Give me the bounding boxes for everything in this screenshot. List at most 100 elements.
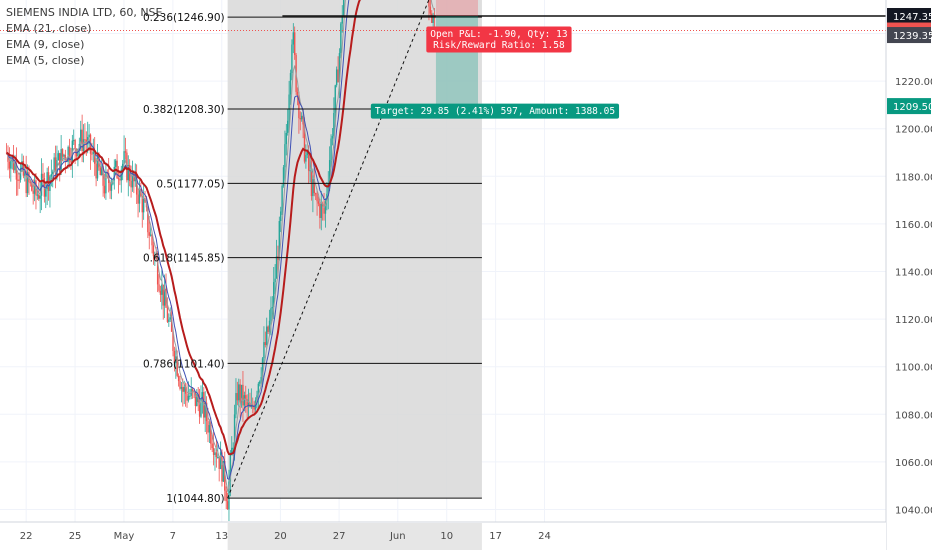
candle (186, 383, 188, 408)
candle-body (19, 168, 22, 180)
candle-body (119, 179, 121, 181)
candle (320, 190, 322, 231)
candle-body (101, 166, 103, 176)
candle (158, 274, 160, 293)
candle-body (313, 179, 315, 194)
candle-body (33, 180, 36, 194)
price-badge-label: 1239.35 (893, 31, 932, 42)
candle-body (303, 124, 306, 162)
candle-body (240, 384, 243, 403)
candle (324, 198, 327, 228)
candle (316, 188, 318, 216)
candle (96, 144, 99, 182)
candle-body (29, 182, 32, 184)
candle-body (180, 387, 183, 389)
candle (288, 80, 290, 132)
candle (274, 264, 276, 295)
fib-level-label: 0.5(1177.05) (156, 178, 224, 190)
candle-body (340, 23, 342, 54)
candle-body (312, 179, 314, 197)
candle (267, 325, 269, 334)
candle (238, 378, 240, 407)
candle (154, 251, 156, 266)
candle (215, 440, 218, 468)
candle-body (221, 452, 223, 482)
candle-body (302, 115, 304, 125)
candle (341, 5, 343, 33)
candle (182, 378, 184, 407)
candle-body (15, 163, 18, 180)
candle-body (306, 152, 308, 156)
candle-body (172, 331, 174, 351)
candle (319, 198, 321, 229)
candle-body (114, 160, 117, 167)
candle-body (214, 452, 216, 455)
candle-body (232, 447, 234, 449)
candle-body (259, 381, 261, 384)
candle (169, 307, 171, 322)
candle-body (317, 201, 320, 204)
price-badge: 1247.35 (887, 8, 932, 25)
candle (54, 145, 57, 189)
candle-body (63, 154, 65, 157)
time-tick-label: 24 (538, 531, 551, 542)
indicator-ema21-label[interactable]: EMA (21, close) (6, 22, 92, 35)
price-tick-label: 1080.00 (895, 410, 932, 421)
candle-body (212, 448, 215, 455)
candle-body (342, 0, 345, 16)
candle-body (123, 151, 125, 164)
target-label: Target: 29.85 (2.41%) 597, Amount: 1388.… (370, 103, 620, 119)
candle-body (155, 255, 157, 260)
time-range-highlight (227, 523, 482, 550)
chart-legend: SIEMENS INDIA LTD, 60, NSE EMA (21, clos… (6, 5, 162, 69)
candle (289, 69, 292, 105)
candle-body (275, 256, 278, 279)
price-tick-label: 1060.00 (895, 458, 932, 469)
candle (327, 171, 329, 210)
candle (163, 274, 166, 319)
candle (268, 309, 271, 336)
candle (198, 388, 201, 424)
candle (15, 147, 18, 196)
candle (338, 48, 341, 99)
candle-body (18, 179, 20, 181)
candle-body (201, 392, 204, 399)
candle-body (95, 163, 97, 179)
candle-body (341, 15, 343, 24)
price-tick-label: 1100.00 (895, 363, 932, 374)
candle (110, 177, 113, 200)
candle-body (151, 234, 153, 246)
candle-body (323, 206, 325, 214)
candle (57, 150, 60, 161)
candle (38, 182, 40, 201)
candle-body (36, 194, 39, 196)
ema21-line (6, 0, 361, 456)
pnl-label-text: Open P&L: -1.90, Qty: 13 (430, 29, 567, 40)
price-badge: 1239.35 (887, 27, 932, 44)
candle-body (219, 452, 222, 469)
candle-body (96, 155, 99, 179)
candle-body (73, 140, 75, 142)
candle-body (88, 134, 90, 138)
candle (340, 21, 342, 59)
candle (33, 174, 36, 202)
price-tick-label: 1200.00 (895, 125, 932, 136)
price-tick-label: 1160.00 (895, 220, 932, 231)
candle (236, 381, 239, 406)
time-tick-label: 20 (274, 531, 287, 542)
candle-body (207, 421, 209, 433)
indicator-ema9-label[interactable]: EMA (9, close) (6, 38, 85, 51)
candle (293, 26, 296, 60)
candle (151, 231, 153, 254)
candle-body (334, 85, 336, 114)
candle (342, 0, 345, 17)
candle-body (183, 386, 185, 392)
candle (226, 492, 229, 510)
candle-body (337, 69, 339, 83)
indicator-ema5-label[interactable]: EMA (5, close) (6, 54, 85, 67)
candle-body (431, 13, 433, 23)
price-tick-label: 1040.00 (895, 506, 932, 517)
candle (285, 123, 288, 156)
